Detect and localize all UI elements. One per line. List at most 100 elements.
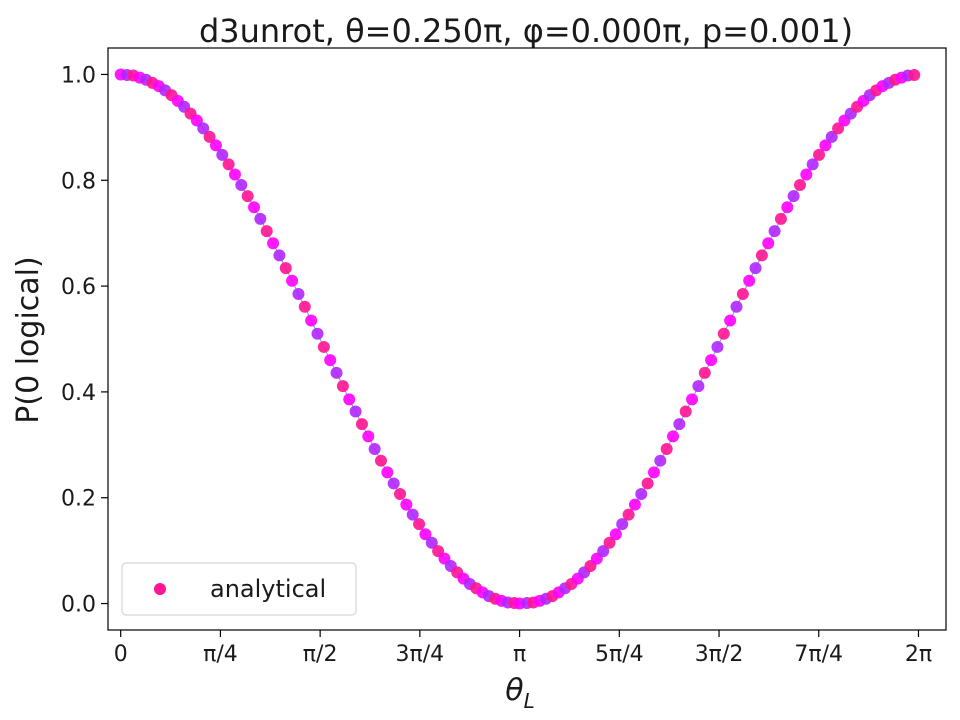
data-point xyxy=(286,274,299,287)
data-point xyxy=(762,237,775,250)
data-point xyxy=(387,477,400,490)
data-point xyxy=(908,68,921,81)
y-tick-label: 1.0 xyxy=(61,63,96,88)
data-point xyxy=(781,201,794,214)
data-point xyxy=(203,130,216,143)
legend: analytical xyxy=(121,562,357,616)
data-point xyxy=(209,139,222,152)
legend-box xyxy=(121,562,357,616)
data-point xyxy=(324,354,337,367)
chart-title: d3unrot, θ=0.250π, φ=0.000π, p=0.001) xyxy=(199,12,853,50)
data-point xyxy=(793,179,806,192)
data-point xyxy=(305,314,318,327)
data-point xyxy=(374,454,387,467)
data-point xyxy=(711,340,724,353)
data-point xyxy=(641,477,654,490)
data-point xyxy=(254,212,267,225)
data-point xyxy=(730,300,743,313)
data-point xyxy=(705,354,718,367)
data-point xyxy=(400,498,413,511)
data-point xyxy=(235,179,248,192)
data-point xyxy=(686,393,699,406)
data-point xyxy=(743,274,756,287)
data-point xyxy=(724,314,737,327)
legend-marker xyxy=(154,583,166,595)
data-point xyxy=(597,545,610,558)
y-tick-label: 0.0 xyxy=(61,593,96,618)
data-point xyxy=(317,340,330,353)
data-point xyxy=(647,466,660,479)
data-point xyxy=(343,393,356,406)
data-point xyxy=(241,190,254,203)
data-point xyxy=(298,300,311,313)
data-points xyxy=(114,68,921,610)
data-point xyxy=(355,418,368,431)
data-point xyxy=(216,148,229,161)
data-point xyxy=(717,327,730,340)
data-point xyxy=(819,139,832,152)
x-axis-label-sub: L xyxy=(524,689,535,713)
data-point xyxy=(654,454,667,467)
y-tick-label: 0.2 xyxy=(61,487,96,512)
data-point xyxy=(787,190,800,203)
data-point xyxy=(228,168,241,181)
data-point xyxy=(806,158,819,171)
data-point xyxy=(679,405,692,418)
x-tick-label: 3π/2 xyxy=(695,642,744,667)
x-axis-label-main: θ xyxy=(505,673,523,708)
data-point xyxy=(800,168,813,181)
data-point xyxy=(279,262,292,275)
data-point xyxy=(813,148,826,161)
data-point xyxy=(673,418,686,431)
data-point xyxy=(622,508,635,521)
x-axis: 0 π/4 π/2 3π/4 π 5π/4 3π/2 7π/4 2π xyxy=(114,630,932,667)
data-point xyxy=(394,488,407,501)
y-axis: 0.0 0.2 0.4 0.6 0.8 1.0 xyxy=(61,63,108,618)
data-point xyxy=(273,249,286,262)
data-point xyxy=(260,225,273,238)
data-point xyxy=(336,380,349,393)
x-tick-label: 2π xyxy=(905,642,932,667)
data-point xyxy=(603,536,616,549)
x-tick-label: 3π/4 xyxy=(396,642,445,667)
x-tick-label: π/4 xyxy=(203,642,238,667)
x-tick-label: 5π/4 xyxy=(595,642,644,667)
data-point xyxy=(825,130,838,143)
x-tick-label: π/2 xyxy=(303,642,338,667)
plot-area xyxy=(107,47,947,631)
data-point xyxy=(330,366,343,379)
data-point xyxy=(267,237,280,250)
data-point xyxy=(692,380,705,393)
x-tick-label: π xyxy=(513,642,526,667)
data-point xyxy=(419,528,432,541)
data-point xyxy=(362,430,375,443)
data-point xyxy=(609,528,622,541)
data-point xyxy=(774,212,787,225)
y-axis-label: P(0 logical) xyxy=(11,256,46,423)
data-point xyxy=(349,405,362,418)
data-point xyxy=(197,122,210,135)
x-tick-label: 7π/4 xyxy=(794,642,843,667)
data-point xyxy=(616,518,629,531)
x-axis-label: θL xyxy=(505,673,535,713)
data-point xyxy=(628,498,641,511)
data-point xyxy=(248,201,261,214)
y-tick-label: 0.8 xyxy=(61,169,96,194)
data-point xyxy=(698,366,711,379)
data-point xyxy=(413,518,426,531)
data-point xyxy=(635,488,648,501)
data-point xyxy=(311,327,324,340)
data-point xyxy=(749,262,762,275)
data-point xyxy=(406,508,419,521)
data-point xyxy=(381,466,394,479)
data-point xyxy=(660,443,673,456)
y-tick-label: 0.4 xyxy=(61,381,96,406)
data-point xyxy=(755,249,768,262)
y-tick-label: 0.6 xyxy=(61,275,96,300)
data-point xyxy=(736,288,749,301)
data-point xyxy=(667,430,680,443)
data-point xyxy=(222,158,235,171)
data-point xyxy=(768,225,781,238)
data-point xyxy=(425,536,438,549)
